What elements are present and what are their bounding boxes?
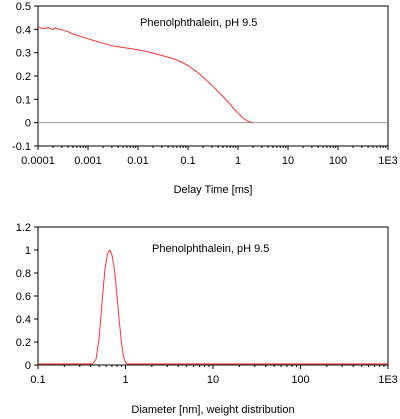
- chart-0-x-axis-title: Delay Time [ms]: [174, 184, 253, 196]
- chart-0-y-tick-label: 0.2: [16, 71, 31, 83]
- chart-0-x-tick-label: 0.1: [180, 155, 195, 167]
- chart-1-x-tick-label: 100: [291, 374, 309, 386]
- chart-1-annotation: Phenolphthalein, pH 9.5: [152, 243, 269, 255]
- chart-0-x-tick-label: 1E3: [378, 155, 398, 167]
- chart-0-y-tick-label: -0.1: [12, 141, 31, 153]
- chart-0-annotation: Phenolphthalein, pH 9.5: [140, 17, 257, 29]
- chart-1-x-tick-label: 1E3: [378, 374, 398, 386]
- chart-1-x-axis-title: Diameter [nm], weight distribution: [131, 404, 294, 416]
- chart-1-x-tick-label: 0.1: [30, 374, 45, 386]
- chart-0-x-tick-label: 10: [282, 155, 294, 167]
- chart-1-series-line-0: [38, 249, 388, 365]
- chart-0-x-tick-label: 0.001: [74, 155, 102, 167]
- chart-1-y-tick-label: 0.4: [16, 314, 31, 326]
- chart-0-x-tick-label: 100: [329, 155, 347, 167]
- chart-0-y-tick-label: 0.4: [16, 24, 31, 36]
- chart-1-y-tick-label: 0: [25, 360, 31, 372]
- chart-0-y-tick-label: 0.3: [16, 48, 31, 60]
- chart-0-series-line-0: [37, 26, 254, 124]
- chart-1-x-tick-label: 1: [122, 374, 128, 386]
- chart-0-y-tick-label: 0.5: [16, 1, 31, 13]
- chart-0-x-tick-label: 0.01: [127, 155, 148, 167]
- chart-1-y-tick-label: 1.2: [16, 222, 31, 234]
- chart-0-y-tick-label: 0: [25, 118, 31, 130]
- chart-1-y-tick-label: 0.6: [16, 291, 31, 303]
- correlation-chart: 0.5 0.4 0.3 0.2 0.1 0 -0.1 0.0001 0.001 0.01 0.1 1 1…: [12, 1, 398, 196]
- chart-1-y-tick-label: 0.8: [16, 268, 31, 280]
- chart-0-y-tick-label: 0.1: [16, 94, 31, 106]
- chart-1-y-tick-label: 1: [25, 245, 31, 257]
- size-distribution-chart: 1.2 1 0.8 0.6 0.4 0.2 0 0.1 1 10 100 1E3 Phenolphtha…: [16, 222, 398, 416]
- chart-1-y-tick-label: 0.2: [16, 337, 31, 349]
- chart-1-x-tick-label: 10: [207, 374, 219, 386]
- chart-0-x-tick-label: 1: [235, 155, 241, 167]
- chart-0-x-tick-label: 0.0001: [21, 155, 55, 167]
